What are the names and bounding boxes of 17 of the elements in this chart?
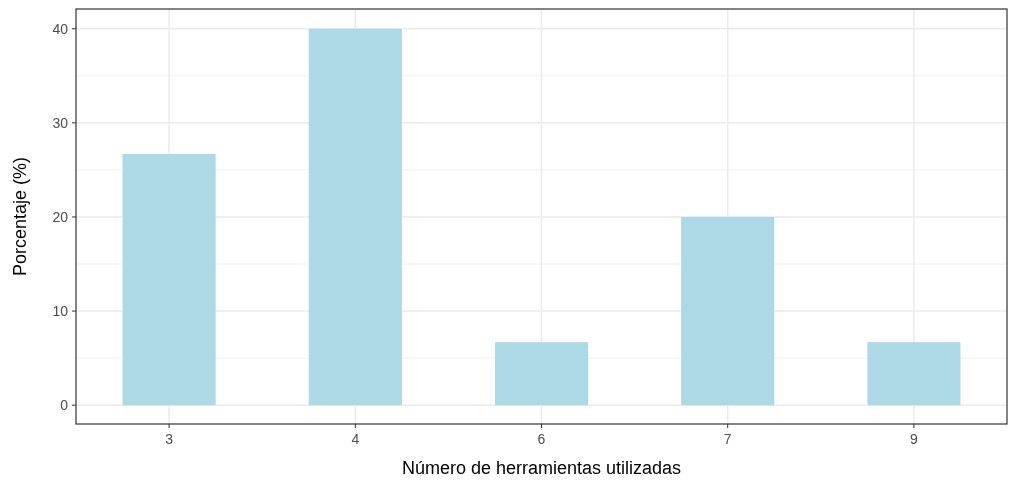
- x-tick-label: 4: [351, 431, 360, 447]
- y-tick-label: 0: [60, 397, 69, 414]
- bar: [122, 153, 216, 406]
- y-tick-label: 10: [52, 302, 69, 319]
- x-axis-title: Número de herramientas utilizadas: [401, 458, 682, 478]
- x-tick-label: 9: [910, 431, 918, 447]
- x-tick-label: 6: [537, 431, 546, 447]
- y-tick-label: 30: [52, 114, 69, 131]
- bar: [867, 342, 961, 406]
- y-axis-title: Porcentaje (%): [10, 156, 30, 277]
- bar: [494, 342, 589, 406]
- y-tick-label: 40: [52, 20, 69, 37]
- y-tick-label: 20: [52, 208, 69, 225]
- bar: [681, 216, 775, 406]
- bar: [308, 28, 402, 406]
- x-tick-label: 3: [165, 431, 174, 447]
- x-tick-label: 7: [723, 431, 732, 447]
